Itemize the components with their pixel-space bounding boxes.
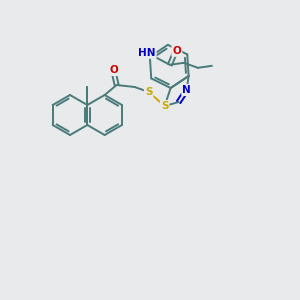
Text: O: O	[109, 65, 118, 75]
Text: S: S	[145, 87, 152, 97]
Text: N: N	[182, 85, 191, 95]
Text: O: O	[172, 46, 181, 56]
Text: S: S	[161, 101, 168, 111]
Text: HN: HN	[138, 48, 156, 58]
